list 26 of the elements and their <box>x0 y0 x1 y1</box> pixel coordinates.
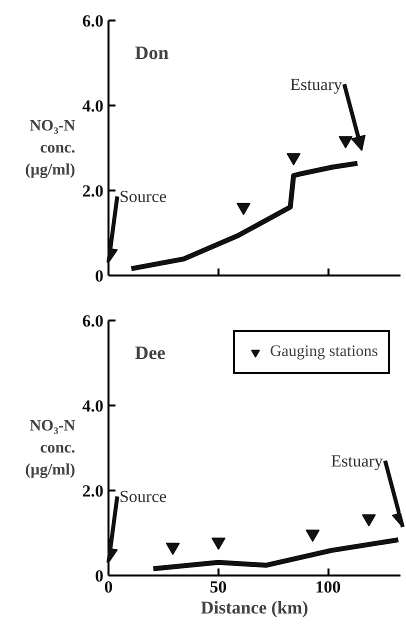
y-tick-label: 2.0 <box>82 182 104 200</box>
x-axis-title: Distance (km) <box>200 598 308 618</box>
y-tick-label: 4.0 <box>82 396 104 416</box>
y-tick-label: 2.0 <box>82 482 104 500</box>
y-tick-label: 6.0 <box>82 12 104 30</box>
point <box>286 153 301 166</box>
point <box>166 542 180 556</box>
annotation: Source <box>119 186 167 206</box>
legend-label: Gauging stations <box>270 343 378 361</box>
point <box>211 538 226 550</box>
y-tick-label: 4.0 <box>82 96 104 116</box>
text: Dee <box>134 343 166 364</box>
point <box>306 530 320 542</box>
y-axis-title: NO₃-N conc. (µg/ml) <box>25 417 76 479</box>
annotation: Source <box>119 486 167 506</box>
x-tick-label: 50 <box>210 578 227 596</box>
y-axis-title: NO₃-N conc. (µg/ml) <box>25 117 76 179</box>
annotation: Estuary <box>331 451 384 470</box>
y-tick-label: 0 <box>95 266 104 286</box>
point <box>362 514 376 527</box>
annotation: Estuary <box>290 74 343 94</box>
x-tick-label: 100 <box>315 578 341 596</box>
point <box>338 136 353 148</box>
text: Don <box>134 43 170 64</box>
y-tick-label: 6.0 <box>82 312 104 330</box>
point <box>236 202 251 216</box>
